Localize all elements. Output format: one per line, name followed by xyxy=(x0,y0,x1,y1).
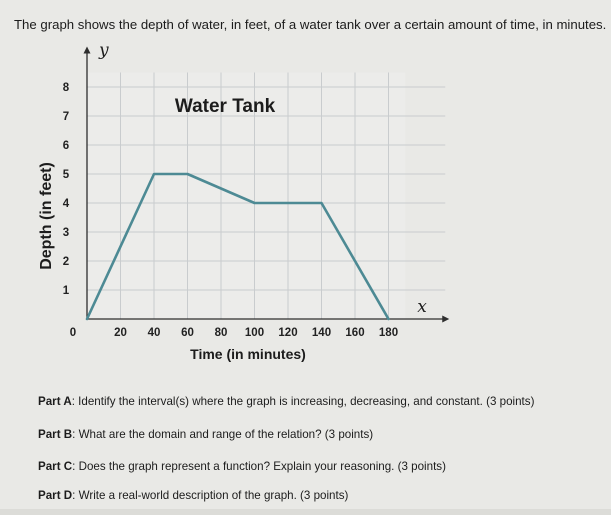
y-tick-label: 2 xyxy=(63,256,69,268)
part-b: Part B: What are the domain and range of… xyxy=(38,428,373,441)
y-tick-label: 4 xyxy=(63,198,70,210)
x-tick-label: 40 xyxy=(148,327,161,339)
depth-line xyxy=(85,172,390,321)
y-tick-label: 7 xyxy=(63,111,69,123)
chart-grid xyxy=(87,72,446,319)
chart-axes xyxy=(83,46,450,323)
x-tick-label: 160 xyxy=(345,327,364,339)
y-tick-label: 8 xyxy=(63,82,70,94)
chart-labels: Water Tank Time (in minutes) Depth (in fee… xyxy=(38,41,427,363)
part-d-label: Part D xyxy=(38,489,73,502)
x-tick-label: 140 xyxy=(312,327,331,339)
part-a-text: : Identify the interval(s) where the gra… xyxy=(71,395,535,408)
x-tick-label: 80 xyxy=(215,327,228,339)
x-tick-label: 0 xyxy=(70,327,76,339)
part-b-text: : What are the domain and range of the r… xyxy=(72,428,374,441)
water-tank-chart: 0 20 40 60 80 100 120 140 160 180 1 2 3 4 5 6 7 8 Water T… xyxy=(38,41,450,363)
x-axis-arrow xyxy=(442,315,450,323)
chart-title: Water Tank xyxy=(175,96,276,117)
x-tick-label: 100 xyxy=(245,327,264,339)
part-d: Part D: Write a real-world description o… xyxy=(38,489,348,502)
x-tick-label: 20 xyxy=(114,327,127,339)
chart-tick-labels: 0 20 40 60 80 100 120 140 160 180 1 2 3 4 5 6 7 8 xyxy=(63,82,398,339)
x-axis-label: Time (in minutes) xyxy=(190,346,306,362)
x-axis-letter: x xyxy=(417,297,427,317)
bottom-divider xyxy=(0,509,611,515)
question-intro: The graph shows the depth of water, in f… xyxy=(14,17,607,32)
x-tick-label: 60 xyxy=(181,327,194,339)
y-axis-arrow xyxy=(83,46,91,54)
part-a: Part A: Identify the interval(s) where t… xyxy=(38,395,534,408)
part-c: Part C: Does the graph represent a funct… xyxy=(38,460,446,473)
y-tick-label: 3 xyxy=(63,227,69,239)
part-a-label: Part A xyxy=(38,395,72,408)
part-c-text: : Does the graph represent a function? E… xyxy=(72,460,446,473)
y-tick-label: 6 xyxy=(63,140,69,152)
x-tick-label: 120 xyxy=(278,327,297,339)
part-c-label: Part C xyxy=(38,460,73,473)
part-b-label: Part B xyxy=(38,428,73,441)
plot-area xyxy=(87,72,406,319)
x-tick-label: 180 xyxy=(379,327,398,339)
part-d-text: : Write a real-world description of the … xyxy=(72,489,349,502)
chart-series xyxy=(85,172,390,321)
y-tick-label: 1 xyxy=(63,285,70,297)
y-axis-letter: y xyxy=(98,41,109,61)
y-axis-label: Depth (in feet) xyxy=(38,162,55,270)
y-tick-label: 5 xyxy=(63,169,70,181)
